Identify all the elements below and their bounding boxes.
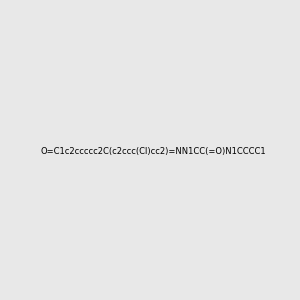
Text: O=C1c2ccccc2C(c2ccc(Cl)cc2)=NN1CC(=O)N1CCCC1: O=C1c2ccccc2C(c2ccc(Cl)cc2)=NN1CC(=O)N1C…	[41, 147, 267, 156]
